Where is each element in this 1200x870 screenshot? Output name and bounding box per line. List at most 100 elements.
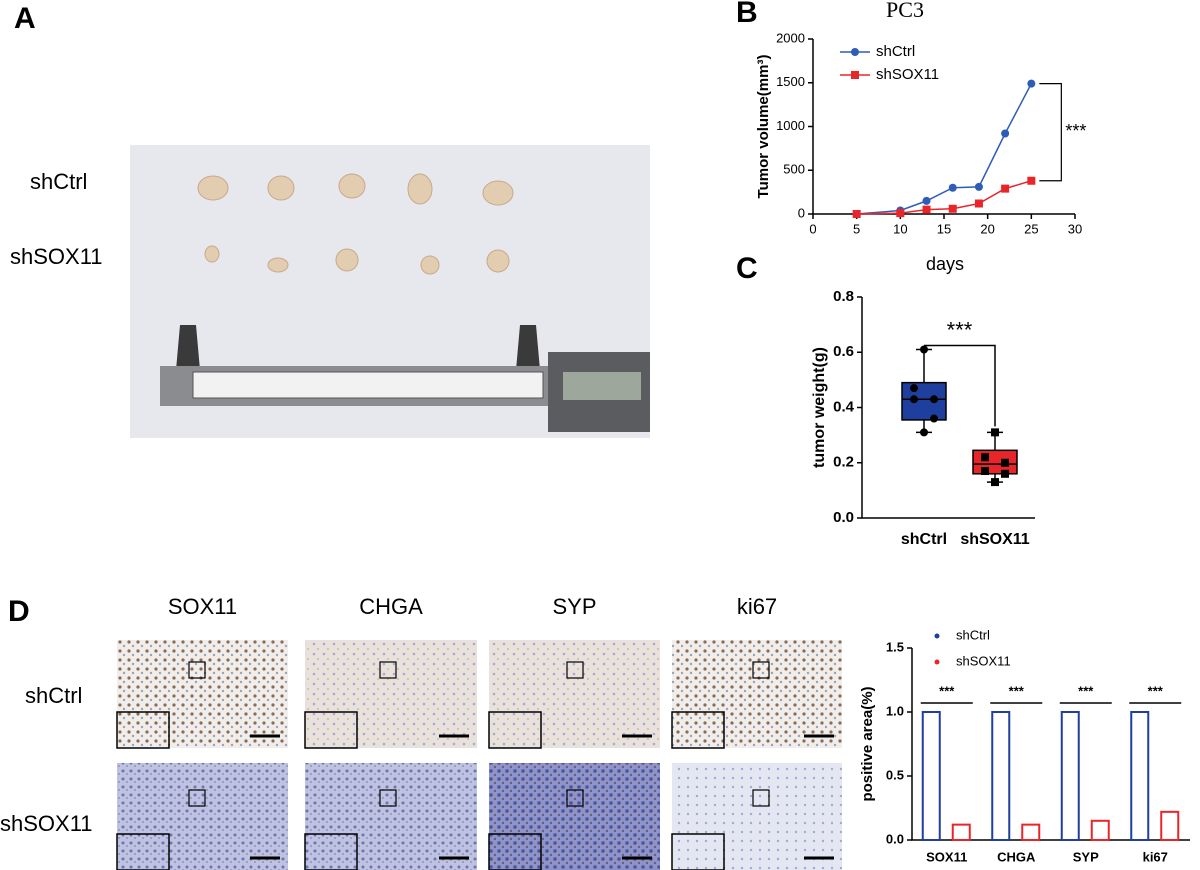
bar <box>921 711 941 841</box>
bar <box>1160 810 1180 842</box>
point <box>991 478 999 487</box>
legend-marker <box>934 659 940 665</box>
x-tick-label: shSOX11 <box>960 531 1029 548</box>
marker <box>896 209 905 218</box>
y-tick-label: 1000 <box>776 118 805 133</box>
zoom-box <box>379 789 397 807</box>
y-axis-label: positive area(%) <box>859 686 876 801</box>
annotation: *** <box>1009 683 1025 698</box>
x-tick-label: 20 <box>980 221 994 236</box>
x-tick-label: 5 <box>853 221 860 236</box>
column-label: SYP <box>552 594 596 619</box>
inset-box <box>116 833 170 870</box>
point <box>920 345 928 354</box>
y-tick-label: 1.0 <box>886 703 904 718</box>
panel-letter: D <box>8 595 30 628</box>
x-tick-label: ki67 <box>1143 849 1168 864</box>
y-tick-label: 0.8 <box>833 288 854 305</box>
row-label: shSOX11 <box>10 244 103 269</box>
box <box>972 449 1018 475</box>
legend-label: shCtrl <box>956 627 990 642</box>
legend-label: shSOX11 <box>956 653 1011 668</box>
marker <box>974 199 983 208</box>
y-tick-label: 0.5 <box>886 767 904 782</box>
zoom-box <box>188 789 206 807</box>
y-tick-label: 0.6 <box>833 343 854 360</box>
annotation: *** <box>1148 683 1164 698</box>
zoom-box <box>752 661 770 679</box>
y-tick-label: 0 <box>798 205 805 220</box>
x-axis-label: days <box>926 254 964 274</box>
panel-letter: C <box>736 252 758 285</box>
row-label: shCtrl <box>25 683 82 708</box>
bar <box>951 823 971 842</box>
panel-letter: B <box>736 0 758 29</box>
legend-marker <box>934 633 940 639</box>
point <box>981 467 989 476</box>
marker <box>1027 176 1036 185</box>
x-tick-label: 0 <box>809 221 816 236</box>
column-label: ki67 <box>737 594 777 619</box>
legend-label: shSOX11 <box>876 66 939 83</box>
x-tick-label: 15 <box>937 221 951 236</box>
marker <box>922 196 931 205</box>
point <box>910 384 918 393</box>
marker <box>1001 184 1010 193</box>
y-tick-label: 0.0 <box>886 831 904 846</box>
y-tick-label: 1500 <box>776 74 805 89</box>
legend-marker <box>851 71 859 79</box>
x-tick-label: SOX11 <box>926 849 967 864</box>
y-tick-label: 0.2 <box>833 454 854 471</box>
bar <box>991 711 1011 841</box>
row-label: shSOX11 <box>0 811 93 836</box>
marker <box>948 183 957 192</box>
bar <box>1130 711 1150 841</box>
panel-letter: A <box>14 2 36 35</box>
x-tick-label: 10 <box>893 221 907 236</box>
bar <box>1090 819 1110 841</box>
inset-box <box>304 711 358 749</box>
y-tick-label: 1.5 <box>886 639 904 654</box>
significance-bracket <box>1039 83 1062 182</box>
inset-box <box>488 711 542 749</box>
annotation: *** <box>939 683 955 698</box>
y-axis-label: tumor weight(g) <box>811 347 828 468</box>
y-tick-label: 0.0 <box>833 509 854 526</box>
y-axis-label: Tumor volume(mm³) <box>755 55 772 199</box>
point <box>930 395 938 404</box>
zoom-box <box>188 661 206 679</box>
point <box>930 414 938 423</box>
zoom-box <box>379 661 397 679</box>
box <box>901 381 947 421</box>
marker <box>974 182 983 191</box>
point <box>1001 469 1009 478</box>
tumor-photo <box>130 145 650 438</box>
inset-box <box>671 711 725 749</box>
x-tick-label: 25 <box>1024 221 1038 236</box>
axis <box>812 39 1075 215</box>
row-label: shCtrl <box>30 169 87 194</box>
x-tick-label: shCtrl <box>901 531 947 548</box>
annotation: *** <box>947 317 973 342</box>
point <box>991 428 999 437</box>
annotation: *** <box>1078 683 1094 698</box>
marker <box>948 204 957 213</box>
marker <box>852 210 861 218</box>
bar <box>1021 823 1041 842</box>
marker <box>1001 129 1010 138</box>
inset-box <box>488 833 542 870</box>
zoom-box <box>752 789 770 807</box>
x-tick-label: 30 <box>1068 221 1082 236</box>
y-tick-label: 500 <box>783 162 805 177</box>
x-tick-label: CHGA <box>997 849 1036 864</box>
chart-title: PC3 <box>886 0 924 22</box>
point <box>910 395 918 404</box>
zoom-box <box>566 789 584 807</box>
column-label: CHGA <box>359 594 423 619</box>
bar <box>1060 711 1080 841</box>
legend-label: shCtrl <box>876 43 915 60</box>
point <box>920 428 928 437</box>
zoom-box <box>566 661 584 679</box>
y-tick-label: 0.4 <box>833 398 855 415</box>
